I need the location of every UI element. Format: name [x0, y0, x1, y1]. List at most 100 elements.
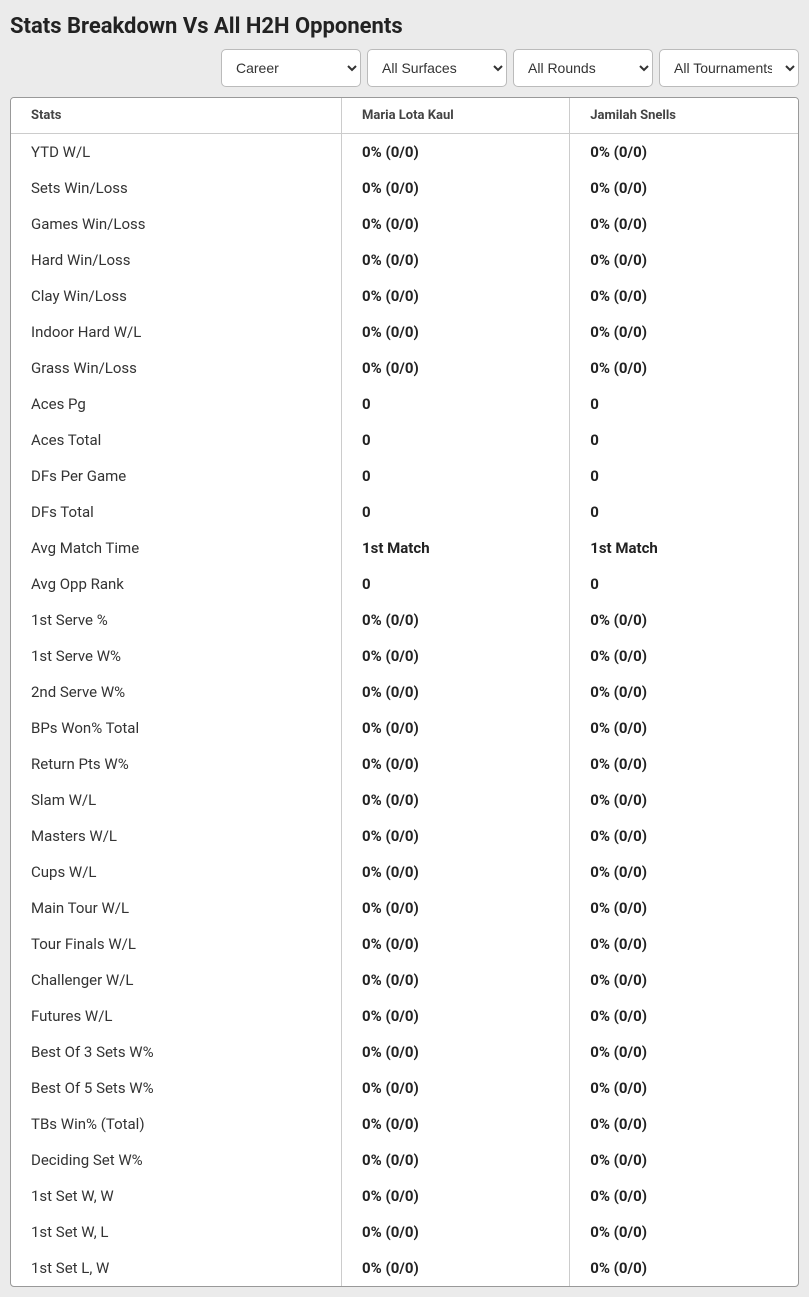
- table-row: Deciding Set W%0% (0/0)0% (0/0): [11, 1142, 798, 1178]
- player2-value: 0% (0/0): [570, 782, 798, 818]
- page-title: Stats Breakdown Vs All H2H Opponents: [0, 0, 809, 49]
- player2-value: 0% (0/0): [570, 890, 798, 926]
- table-row: 1st Set W, W0% (0/0)0% (0/0): [11, 1178, 798, 1214]
- player2-value: 0% (0/0): [570, 1250, 798, 1286]
- table-row: 2nd Serve W%0% (0/0)0% (0/0): [11, 674, 798, 710]
- player1-value: 0% (0/0): [342, 890, 570, 926]
- stat-label: Best Of 3 Sets W%: [11, 1034, 342, 1070]
- player1-value: 0% (0/0): [342, 314, 570, 350]
- table-row: DFs Total00: [11, 494, 798, 530]
- player1-value: 0% (0/0): [342, 782, 570, 818]
- table-row: Games Win/Loss0% (0/0)0% (0/0): [11, 206, 798, 242]
- player2-value: 0: [570, 566, 798, 602]
- stat-label: Deciding Set W%: [11, 1142, 342, 1178]
- stat-label: Hard Win/Loss: [11, 242, 342, 278]
- player2-value: 0% (0/0): [570, 350, 798, 386]
- table-row: Clay Win/Loss0% (0/0)0% (0/0): [11, 278, 798, 314]
- table-row: Main Tour W/L0% (0/0)0% (0/0): [11, 890, 798, 926]
- player2-value: 1st Match: [570, 530, 798, 566]
- stat-label: 1st Set W, L: [11, 1214, 342, 1250]
- stat-label: Masters W/L: [11, 818, 342, 854]
- player1-value: 0: [342, 386, 570, 422]
- stat-label: Challenger W/L: [11, 962, 342, 998]
- table-row: Aces Total00: [11, 422, 798, 458]
- stat-label: 1st Serve %: [11, 602, 342, 638]
- player1-value: 0% (0/0): [342, 1070, 570, 1106]
- table-row: Aces Pg00: [11, 386, 798, 422]
- player2-value: 0% (0/0): [570, 1178, 798, 1214]
- stat-label: TBs Win% (Total): [11, 1106, 342, 1142]
- col-header-player2: Jamilah Snells: [570, 98, 798, 134]
- player2-value: 0% (0/0): [570, 1070, 798, 1106]
- player1-value: 0% (0/0): [342, 1142, 570, 1178]
- player2-value: 0% (0/0): [570, 962, 798, 998]
- player1-value: 0% (0/0): [342, 602, 570, 638]
- stat-label: DFs Per Game: [11, 458, 342, 494]
- player1-value: 0: [342, 422, 570, 458]
- table-row: Indoor Hard W/L0% (0/0)0% (0/0): [11, 314, 798, 350]
- period-select[interactable]: Career: [221, 49, 361, 87]
- player1-value: 0% (0/0): [342, 206, 570, 242]
- table-header-row: Stats Maria Lota Kaul Jamilah Snells: [11, 98, 798, 134]
- stat-label: Main Tour W/L: [11, 890, 342, 926]
- player2-value: 0% (0/0): [570, 278, 798, 314]
- player2-value: 0% (0/0): [570, 746, 798, 782]
- player2-value: 0% (0/0): [570, 710, 798, 746]
- table-row: Avg Opp Rank00: [11, 566, 798, 602]
- player2-value: 0: [570, 386, 798, 422]
- player1-value: 0% (0/0): [342, 746, 570, 782]
- player1-value: 0% (0/0): [342, 1034, 570, 1070]
- player1-value: 0% (0/0): [342, 926, 570, 962]
- stat-label: Cups W/L: [11, 854, 342, 890]
- table-row: 1st Serve W%0% (0/0)0% (0/0): [11, 638, 798, 674]
- surface-select[interactable]: All Surfaces: [367, 49, 507, 87]
- player2-value: 0% (0/0): [570, 926, 798, 962]
- table-row: TBs Win% (Total)0% (0/0)0% (0/0): [11, 1106, 798, 1142]
- player2-value: 0% (0/0): [570, 242, 798, 278]
- table-row: 1st Set W, L0% (0/0)0% (0/0): [11, 1214, 798, 1250]
- player2-value: 0% (0/0): [570, 854, 798, 890]
- table-row: Best Of 3 Sets W%0% (0/0)0% (0/0): [11, 1034, 798, 1070]
- table-row: Slam W/L0% (0/0)0% (0/0): [11, 782, 798, 818]
- table-row: BPs Won% Total0% (0/0)0% (0/0): [11, 710, 798, 746]
- stats-table: Stats Maria Lota Kaul Jamilah Snells YTD…: [11, 98, 798, 1286]
- player2-value: 0% (0/0): [570, 998, 798, 1034]
- player1-value: 0% (0/0): [342, 134, 570, 171]
- col-header-stats: Stats: [11, 98, 342, 134]
- stat-label: BPs Won% Total: [11, 710, 342, 746]
- table-row: 1st Serve %0% (0/0)0% (0/0): [11, 602, 798, 638]
- player1-value: 0% (0/0): [342, 1178, 570, 1214]
- stat-label: 2nd Serve W%: [11, 674, 342, 710]
- stat-label: Return Pts W%: [11, 746, 342, 782]
- stat-label: Clay Win/Loss: [11, 278, 342, 314]
- stat-label: DFs Total: [11, 494, 342, 530]
- player1-value: 0: [342, 458, 570, 494]
- player1-value: 1st Match: [342, 530, 570, 566]
- tournament-select[interactable]: All Tournaments: [659, 49, 799, 87]
- stat-label: Avg Opp Rank: [11, 566, 342, 602]
- player2-value: 0% (0/0): [570, 674, 798, 710]
- stat-label: Slam W/L: [11, 782, 342, 818]
- player1-value: 0% (0/0): [342, 674, 570, 710]
- table-row: Challenger W/L0% (0/0)0% (0/0): [11, 962, 798, 998]
- table-row: Sets Win/Loss0% (0/0)0% (0/0): [11, 170, 798, 206]
- player1-value: 0% (0/0): [342, 242, 570, 278]
- table-row: Grass Win/Loss0% (0/0)0% (0/0): [11, 350, 798, 386]
- table-row: Masters W/L0% (0/0)0% (0/0): [11, 818, 798, 854]
- player1-value: 0% (0/0): [342, 854, 570, 890]
- player2-value: 0% (0/0): [570, 1034, 798, 1070]
- stat-label: Aces Pg: [11, 386, 342, 422]
- stat-label: 1st Serve W%: [11, 638, 342, 674]
- player1-value: 0% (0/0): [342, 1106, 570, 1142]
- table-row: Return Pts W%0% (0/0)0% (0/0): [11, 746, 798, 782]
- player2-value: 0% (0/0): [570, 314, 798, 350]
- stat-label: Aces Total: [11, 422, 342, 458]
- player2-value: 0: [570, 422, 798, 458]
- player2-value: 0% (0/0): [570, 1106, 798, 1142]
- round-select[interactable]: All Rounds: [513, 49, 653, 87]
- table-row: Tour Finals W/L0% (0/0)0% (0/0): [11, 926, 798, 962]
- table-row: Best Of 5 Sets W%0% (0/0)0% (0/0): [11, 1070, 798, 1106]
- filter-bar: Career All Surfaces All Rounds All Tourn…: [0, 49, 809, 97]
- stat-label: Indoor Hard W/L: [11, 314, 342, 350]
- table-row: Hard Win/Loss0% (0/0)0% (0/0): [11, 242, 798, 278]
